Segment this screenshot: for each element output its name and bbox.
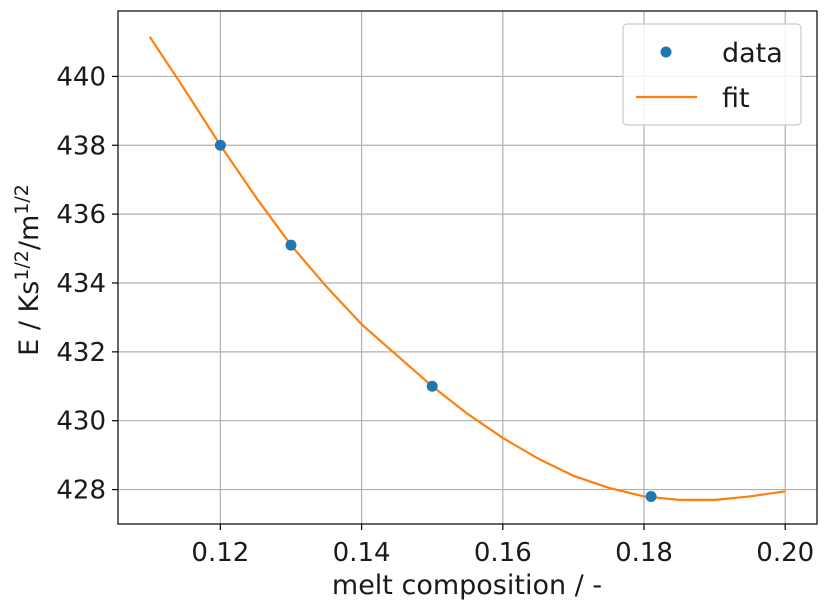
y-tick-label: 430	[56, 407, 106, 437]
x-tick-label: 0.14	[333, 538, 391, 568]
y-tick-label: 432	[56, 338, 106, 368]
y-axis-label-sup2: 1/2	[11, 184, 33, 215]
y-tick-label: 436	[56, 200, 106, 230]
series-layer	[148, 36, 786, 502]
grid	[118, 11, 817, 524]
y-axis-label-base: E / Ks	[14, 281, 45, 356]
y-axis-label-sup1: 1/2	[11, 250, 33, 281]
y-tick-label: 434	[56, 269, 106, 299]
y-tick-label: 438	[56, 131, 106, 161]
legend-marker-data	[660, 46, 672, 58]
y-axis-label-mid: /m	[14, 215, 45, 250]
x-tick-label: 0.20	[756, 538, 814, 568]
data-point	[285, 239, 297, 251]
legend-label-fit: fit	[722, 83, 750, 114]
plot-frame	[117, 10, 818, 525]
fit-line	[148, 36, 786, 501]
data-point	[426, 380, 438, 392]
legend: data fit	[622, 23, 802, 126]
data-point	[214, 139, 226, 151]
y-tick-label: 440	[56, 62, 106, 92]
data-point	[645, 490, 657, 502]
x-axis-label: melt composition / -	[332, 570, 602, 601]
x-tick-label: 0.18	[615, 538, 673, 568]
x-tick-label: 0.12	[191, 538, 249, 568]
ticks: 0.12 0.14 0.16 0.18 0.20 428 430 432 434 436 438 44…	[56, 62, 814, 568]
y-axis-label: E / Ks1/2/m1/2	[11, 184, 45, 356]
x-tick-label: 0.16	[474, 538, 532, 568]
y-tick-label: 428	[56, 476, 106, 506]
legend-label-data: data	[722, 38, 783, 69]
